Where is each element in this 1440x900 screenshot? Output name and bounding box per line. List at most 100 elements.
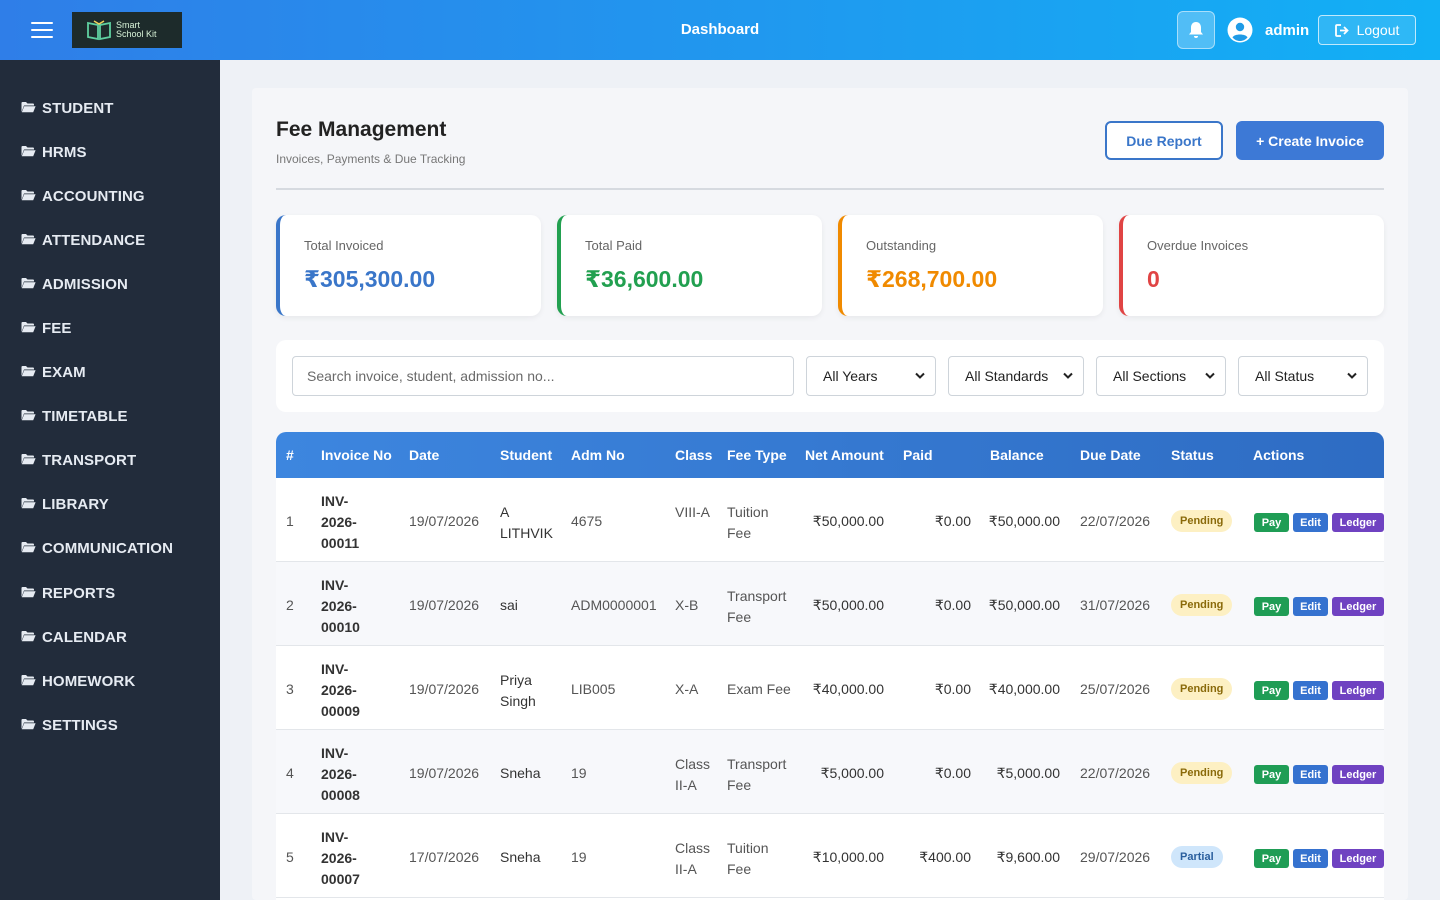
net-amount: ₹10,000.00 bbox=[812, 849, 884, 865]
sidebar-item-label: COMMUNICATION bbox=[42, 540, 174, 558]
year-select[interactable]: All Years bbox=[806, 356, 936, 396]
due-report-button[interactable]: Due Report bbox=[1105, 121, 1223, 160]
net-amount: ₹50,000.00 bbox=[812, 597, 884, 613]
create-invoice-button[interactable]: + Create Invoice bbox=[1236, 121, 1384, 160]
folder-open-icon bbox=[21, 586, 36, 597]
sidebar-item-transport[interactable]: TRANSPORT bbox=[0, 439, 220, 483]
sidebar-item-timetable[interactable]: TIMETABLE bbox=[0, 395, 220, 439]
invoice-number[interactable]: INV- 2026- 00011 bbox=[321, 491, 381, 554]
page-subtitle: Invoices, Payments & Due Tracking bbox=[276, 152, 466, 166]
invoice-number[interactable]: INV- 2026- 00007 bbox=[321, 827, 381, 890]
edit-button[interactable]: Edit bbox=[1293, 597, 1328, 616]
sidebar-item-settings[interactable]: SETTINGS bbox=[0, 703, 220, 747]
sidebar-item-reports[interactable]: REPORTS bbox=[0, 571, 220, 615]
column-header: Due Date bbox=[1080, 447, 1141, 463]
bell-icon bbox=[1189, 22, 1203, 38]
invoice-number-part: 2026- bbox=[321, 514, 357, 530]
pay-button[interactable]: Pay bbox=[1254, 765, 1289, 784]
sidebar-item-student[interactable]: STUDENT bbox=[0, 86, 220, 130]
pay-button[interactable]: Pay bbox=[1254, 597, 1289, 616]
table-row: 5 INV- 2026- 00007 17/07/2026 Sneha 19 Cla… bbox=[276, 814, 1384, 898]
main-panel: Fee Management Invoices, Payments & Due … bbox=[252, 88, 1408, 900]
sidebar-item-fee[interactable]: FEE bbox=[0, 306, 220, 350]
ledger-button[interactable]: Ledger bbox=[1332, 597, 1384, 616]
fee-type: Transport Fee bbox=[727, 756, 787, 793]
row-number: 2 bbox=[286, 597, 294, 613]
sidebar-item-accounting[interactable]: ACCOUNTING bbox=[0, 174, 220, 218]
fee-type: Transport Fee bbox=[727, 588, 787, 625]
ledger-button[interactable]: Ledger bbox=[1332, 681, 1384, 700]
user-menu[interactable]: admin bbox=[1227, 17, 1309, 43]
table-row: 3 INV- 2026- 00009 19/07/2026 Priya Singh … bbox=[276, 646, 1384, 730]
sidebar-item-homework[interactable]: HOMEWORK bbox=[0, 659, 220, 703]
sidebar-item-label: FEE bbox=[42, 320, 72, 338]
sidebar-item-communication[interactable]: COMMUNICATION bbox=[0, 527, 220, 571]
pay-button[interactable]: Pay bbox=[1254, 513, 1289, 532]
column-header: Date bbox=[409, 447, 440, 463]
logo-line-1: Smart bbox=[116, 20, 141, 30]
book-logo-icon bbox=[87, 20, 111, 41]
folder-open-icon bbox=[21, 542, 36, 553]
invoice-table: # Invoice No Date Student Adm No Class F… bbox=[276, 432, 1384, 900]
chevron-down-icon bbox=[1063, 372, 1073, 379]
table-header: # Invoice No Date Student Adm No Class F… bbox=[276, 432, 1384, 478]
edit-button[interactable]: Edit bbox=[1293, 765, 1328, 784]
sidebar-item-label: REPORTS bbox=[42, 584, 116, 602]
student-name: Sneha bbox=[500, 849, 541, 865]
sidebar-item-hrms[interactable]: HRMS bbox=[0, 130, 220, 174]
notifications-button[interactable] bbox=[1177, 11, 1215, 49]
folder-open-icon bbox=[21, 101, 36, 112]
invoice-number[interactable]: INV- 2026- 00009 bbox=[321, 659, 381, 722]
folder-open-icon bbox=[21, 410, 36, 421]
invoice-number-part: INV- bbox=[321, 661, 349, 677]
status-badge: Partial bbox=[1171, 846, 1223, 868]
edit-button[interactable]: Edit bbox=[1293, 849, 1328, 868]
invoice-number[interactable]: INV- 2026- 00010 bbox=[321, 575, 381, 638]
menu-toggle-icon[interactable] bbox=[31, 22, 53, 38]
invoice-number-part: INV- bbox=[321, 745, 349, 761]
paid-amount: ₹0.00 bbox=[934, 681, 971, 697]
row-number: 3 bbox=[286, 681, 294, 697]
sidebar-item-exam[interactable]: EXAM bbox=[0, 351, 220, 395]
invoice-number[interactable]: INV- 2026- 00008 bbox=[321, 743, 381, 806]
stat-label: Overdue Invoices bbox=[1147, 238, 1249, 253]
sidebar-item-label: STUDENT bbox=[42, 99, 114, 117]
logout-button[interactable]: Logout bbox=[1318, 15, 1416, 45]
standard-select[interactable]: All Standards bbox=[948, 356, 1084, 396]
stat-value: ₹36,600.00 bbox=[585, 266, 704, 292]
sidebar-item-attendance[interactable]: ATTENDANCE bbox=[0, 218, 220, 262]
invoice-date: 17/07/2026 bbox=[409, 849, 480, 865]
balance-amount: ₹5,000.00 bbox=[996, 765, 1060, 781]
pay-button[interactable]: Pay bbox=[1254, 849, 1289, 868]
fee-type: Tuition Fee bbox=[727, 504, 769, 541]
ledger-button[interactable]: Ledger bbox=[1332, 513, 1384, 532]
search-input[interactable] bbox=[292, 356, 794, 396]
column-header: Paid bbox=[903, 447, 933, 463]
sidebar-item-calendar[interactable]: CALENDAR bbox=[0, 615, 220, 659]
balance-amount: ₹50,000.00 bbox=[988, 513, 1060, 529]
chevron-down-icon bbox=[1205, 372, 1215, 379]
edit-button[interactable]: Edit bbox=[1293, 513, 1328, 532]
ledger-button[interactable]: Ledger bbox=[1332, 849, 1384, 868]
logo[interactable]: Smart School Kit bbox=[72, 12, 182, 48]
sidebar-item-library[interactable]: LIBRARY bbox=[0, 483, 220, 527]
stat-label: Total Paid bbox=[585, 238, 643, 253]
invoice-number-part: 2026- bbox=[321, 598, 357, 614]
section-select[interactable]: All Sections bbox=[1096, 356, 1226, 396]
folder-open-icon bbox=[21, 454, 36, 465]
admission-number: 19 bbox=[571, 765, 587, 781]
sidebar-item-label: CALENDAR bbox=[42, 628, 127, 646]
net-amount: ₹40,000.00 bbox=[812, 681, 884, 697]
admission-number: 19 bbox=[571, 849, 587, 865]
ledger-button[interactable]: Ledger bbox=[1332, 765, 1384, 784]
column-header: Student bbox=[500, 447, 553, 463]
pay-button[interactable]: Pay bbox=[1254, 681, 1289, 700]
status-select[interactable]: All Status bbox=[1238, 356, 1368, 396]
table-row: 2 INV- 2026- 00010 19/07/2026 sai ADM00000… bbox=[276, 562, 1384, 646]
sign-out-icon bbox=[1334, 23, 1349, 37]
top-title: Dashboard bbox=[680, 21, 760, 38]
edit-button[interactable]: Edit bbox=[1293, 681, 1328, 700]
balance-amount: ₹40,000.00 bbox=[988, 681, 1060, 697]
sidebar-item-admission[interactable]: ADMISSION bbox=[0, 262, 220, 306]
invoice-number-part: 2026- bbox=[321, 682, 357, 698]
